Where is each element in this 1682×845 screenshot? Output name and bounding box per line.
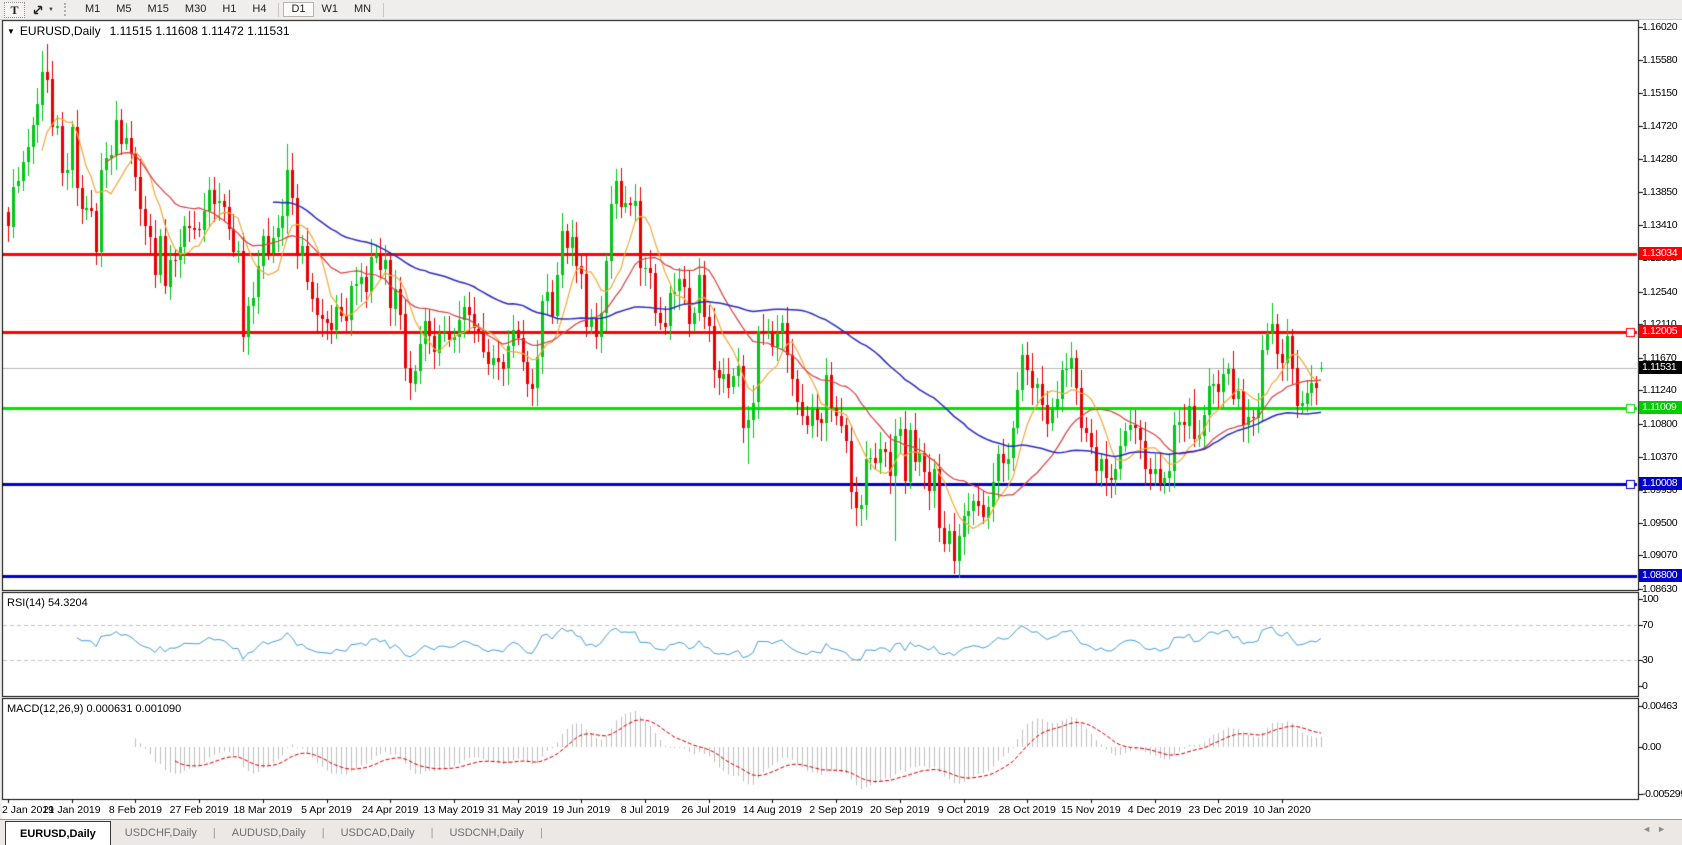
macd-axis-tick: 0.00463 [1642,700,1678,713]
date-axis-label: 9 Oct 2019 [937,804,990,816]
chart-symbol: EURUSD,Daily [19,24,101,38]
hline-label: 1.13034 [1639,247,1682,260]
tf-button-m30[interactable]: M30 [184,3,207,15]
chart-ohlc-quote: 1.11515 1.11608 1.11472 1.11531 [109,24,290,38]
price-axis-tick: 1.10370 [1642,450,1678,463]
macd-indicator-label: MACD(12,26,9) 0.000631 0.001090 [7,703,182,715]
price-axis-tick: 1.15580 [1642,54,1678,67]
tf-button-h1[interactable]: H1 [222,3,237,15]
date-axis-label: 19 Jun 2019 [552,804,611,816]
macd-axis-tick: -0.005299 [1642,787,1682,800]
date-axis-label: 21 Jan 2019 [42,804,101,816]
symbol-caret-icon[interactable]: ▼ [7,27,15,36]
tab-scroll-arrows: ◄► [1642,824,1672,834]
price-axis-tick: 1.09070 [1642,549,1678,562]
date-axis-label: 5 Apr 2019 [301,804,352,816]
date-axis-label: 2 Jan 2019 [2,804,54,816]
tab-separator: | [212,826,216,839]
hline-label: 1.10008 [1639,477,1682,491]
date-axis-label: 8 Jul 2019 [620,804,670,816]
date-axis-label: 20 Sep 2019 [870,804,930,816]
date-axis-label: 10 Jan 2020 [1253,804,1311,816]
arrows-tool-button[interactable]: ▼ [31,2,54,18]
price-axis-tick: 1.13850 [1642,185,1678,198]
price-axis-tick: 1.09500 [1642,516,1678,529]
text-label-tool-button[interactable]: T [4,1,25,18]
date-axis-label: 31 May 2019 [487,804,548,816]
tab-separator: | [430,826,434,839]
chart-tab-bar: EURUSD,Daily USDCHF,Daily | AUDUSD,Daily | US… [0,819,1682,845]
current-price-label: 1.11531 [1639,361,1682,375]
hline-label: 1.08800 [1639,568,1682,582]
rsi-axis-tick: 0 [1642,680,1648,692]
tab-audusd-daily[interactable]: AUDUSD,Daily [231,826,306,839]
price-axis-tick: 1.12540 [1642,285,1678,298]
date-axis-label: 23 Dec 2019 [1188,804,1249,816]
hline-label: 1.11009 [1639,401,1682,414]
rsi-axis-tick: 100 [1642,593,1659,605]
tab-usdchf-daily[interactable]: USDCHF,Daily [124,826,197,839]
tf-button-w1[interactable]: W1 [321,3,339,15]
tf-button-m1[interactable]: M1 [84,3,101,15]
tf-button-m5[interactable]: M5 [116,3,132,15]
price-axis-tick: 1.16020 [1642,20,1678,33]
tab-usdcnh-daily[interactable]: USDCNH,Daily [449,826,524,839]
price-axis-tick: 1.14720 [1642,119,1678,132]
tabs-scroll-left-button[interactable]: ◄ [1642,824,1658,834]
price-axis-tick: 1.14280 [1642,153,1678,166]
date-axis-label: 18 Mar 2019 [233,804,293,816]
macd-axis-tick: 0.00 [1642,741,1661,753]
hline-label: 1.12005 [1639,325,1682,339]
rsi-axis-tick: 70 [1642,619,1653,632]
date-axis-label: 27 Feb 2019 [169,804,229,816]
date-axis-label: 28 Oct 2019 [998,804,1056,816]
price-axis-tick: 1.13410 [1642,219,1678,232]
toolbar-separator [278,2,280,17]
tab-separator: | [540,826,543,839]
tf-button-m15[interactable]: M15 [147,3,169,15]
text-tool-icon: T [10,2,19,17]
timeframe-toolbar: M1 M5 M15 M30 H1 H4 D1 W1 MN [77,0,388,19]
chart-tabs: EURUSD,Daily USDCHF,Daily | AUDUSD,Daily | US… [0,820,545,845]
tab-separator: | [321,826,325,839]
chart-title: ▼ EURUSD,Daily 1.11515 1.11608 1.11472 1.1… [7,24,290,38]
toolbar-separator [383,2,385,17]
price-axis-tick: 1.10800 [1642,417,1678,430]
tabs-scroll-right-button[interactable]: ► [1657,824,1672,834]
date-axis-label: 14 Aug 2019 [742,804,802,816]
price-axis-tick: 1.11240 [1642,384,1677,397]
rsi-axis-tick: 30 [1642,653,1653,666]
tf-button-d1[interactable]: D1 [283,2,314,17]
price-axis-tick: 1.15150 [1642,87,1678,100]
price-axis-tick: 1.11670 [1642,351,1677,364]
diagonal-arrows-icon [33,5,43,15]
date-axis-label: 13 May 2019 [423,804,485,816]
date-axis-label: 8 Feb 2019 [108,804,162,816]
date-axis-label: 2 Sep 2019 [809,804,863,816]
date-axis-label: 26 Jul 2019 [681,804,736,816]
tool-dropdown-caret-icon[interactable]: ▼ [48,6,54,13]
rsi-indicator-label: RSI(14) 54.3204 [7,597,88,609]
toolbar-grip[interactable] [63,3,71,16]
price-axis-tick: 1.08630 [1642,582,1678,595]
tab-usdcad-daily[interactable]: USDCAD,Daily [340,826,415,839]
date-axis-label: 24 Apr 2019 [361,804,419,816]
date-axis-label: 15 Nov 2019 [1061,804,1121,816]
toolbar: T ▼ M1 M5 M15 M30 H1 H4 D1 W1 MN [0,0,1682,20]
date-axis-label: 4 Dec 2019 [1127,804,1182,816]
tf-button-mn[interactable]: MN [354,3,372,15]
tab-eurusd-daily[interactable]: EURUSD,Daily [5,821,111,845]
tf-button-h4[interactable]: H4 [252,3,267,15]
